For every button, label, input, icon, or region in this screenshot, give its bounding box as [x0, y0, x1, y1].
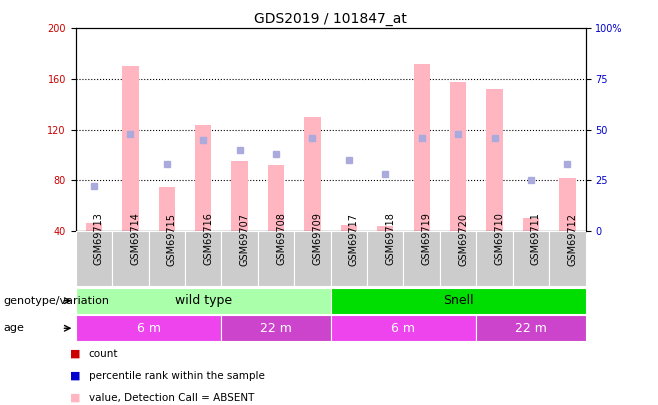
Bar: [367, 231, 403, 286]
Text: age: age: [3, 323, 24, 333]
Bar: [232, 161, 248, 231]
Bar: [76, 231, 112, 286]
Text: GSM69717: GSM69717: [349, 213, 359, 266]
Title: GDS2019 / 101847_at: GDS2019 / 101847_at: [254, 12, 407, 26]
Bar: [440, 231, 476, 286]
Text: genotype/variation: genotype/variation: [3, 296, 109, 306]
Bar: [159, 187, 175, 231]
Text: GSM69719: GSM69719: [422, 213, 432, 266]
Bar: [486, 89, 503, 231]
Bar: [549, 231, 586, 286]
Text: Snell: Snell: [443, 294, 474, 307]
Text: GSM69716: GSM69716: [203, 213, 213, 266]
Bar: [403, 231, 440, 286]
Bar: [304, 117, 320, 231]
Text: 22 m: 22 m: [260, 322, 292, 335]
Bar: [377, 226, 393, 231]
Bar: [559, 178, 576, 231]
Text: GSM69708: GSM69708: [276, 213, 286, 266]
Bar: [112, 231, 149, 286]
Bar: [86, 223, 102, 231]
Bar: [476, 315, 586, 341]
Bar: [476, 231, 513, 286]
Bar: [341, 224, 357, 231]
Text: GSM69710: GSM69710: [495, 213, 505, 266]
Text: GSM69714: GSM69714: [130, 213, 140, 266]
Bar: [330, 231, 367, 286]
Text: 6 m: 6 m: [136, 322, 161, 335]
Bar: [185, 231, 221, 286]
Bar: [330, 288, 586, 314]
Bar: [450, 81, 467, 231]
Text: GSM69707: GSM69707: [240, 213, 249, 266]
Text: ■: ■: [70, 393, 81, 403]
Text: 22 m: 22 m: [515, 322, 547, 335]
Text: 6 m: 6 m: [392, 322, 415, 335]
Bar: [149, 231, 185, 286]
Bar: [523, 218, 539, 231]
Text: GSM69712: GSM69712: [567, 213, 578, 266]
Text: wild type: wild type: [174, 294, 232, 307]
Text: percentile rank within the sample: percentile rank within the sample: [89, 371, 265, 381]
Bar: [76, 315, 221, 341]
Text: GSM69713: GSM69713: [94, 213, 104, 266]
Text: ■: ■: [70, 371, 81, 381]
Bar: [268, 165, 284, 231]
Bar: [294, 231, 330, 286]
Bar: [76, 288, 330, 314]
Text: GSM69715: GSM69715: [166, 213, 177, 266]
Text: GSM69711: GSM69711: [531, 213, 541, 266]
Bar: [330, 315, 476, 341]
Text: value, Detection Call = ABSENT: value, Detection Call = ABSENT: [89, 393, 254, 403]
Bar: [413, 64, 430, 231]
Bar: [122, 66, 138, 231]
Text: GSM69718: GSM69718: [386, 213, 395, 266]
Bar: [258, 231, 294, 286]
Text: GSM69720: GSM69720: [458, 213, 468, 266]
Text: ■: ■: [70, 349, 81, 358]
Bar: [221, 231, 258, 286]
Bar: [513, 231, 549, 286]
Text: count: count: [89, 349, 118, 358]
Bar: [195, 125, 211, 231]
Bar: [221, 315, 330, 341]
Text: GSM69709: GSM69709: [313, 213, 322, 266]
